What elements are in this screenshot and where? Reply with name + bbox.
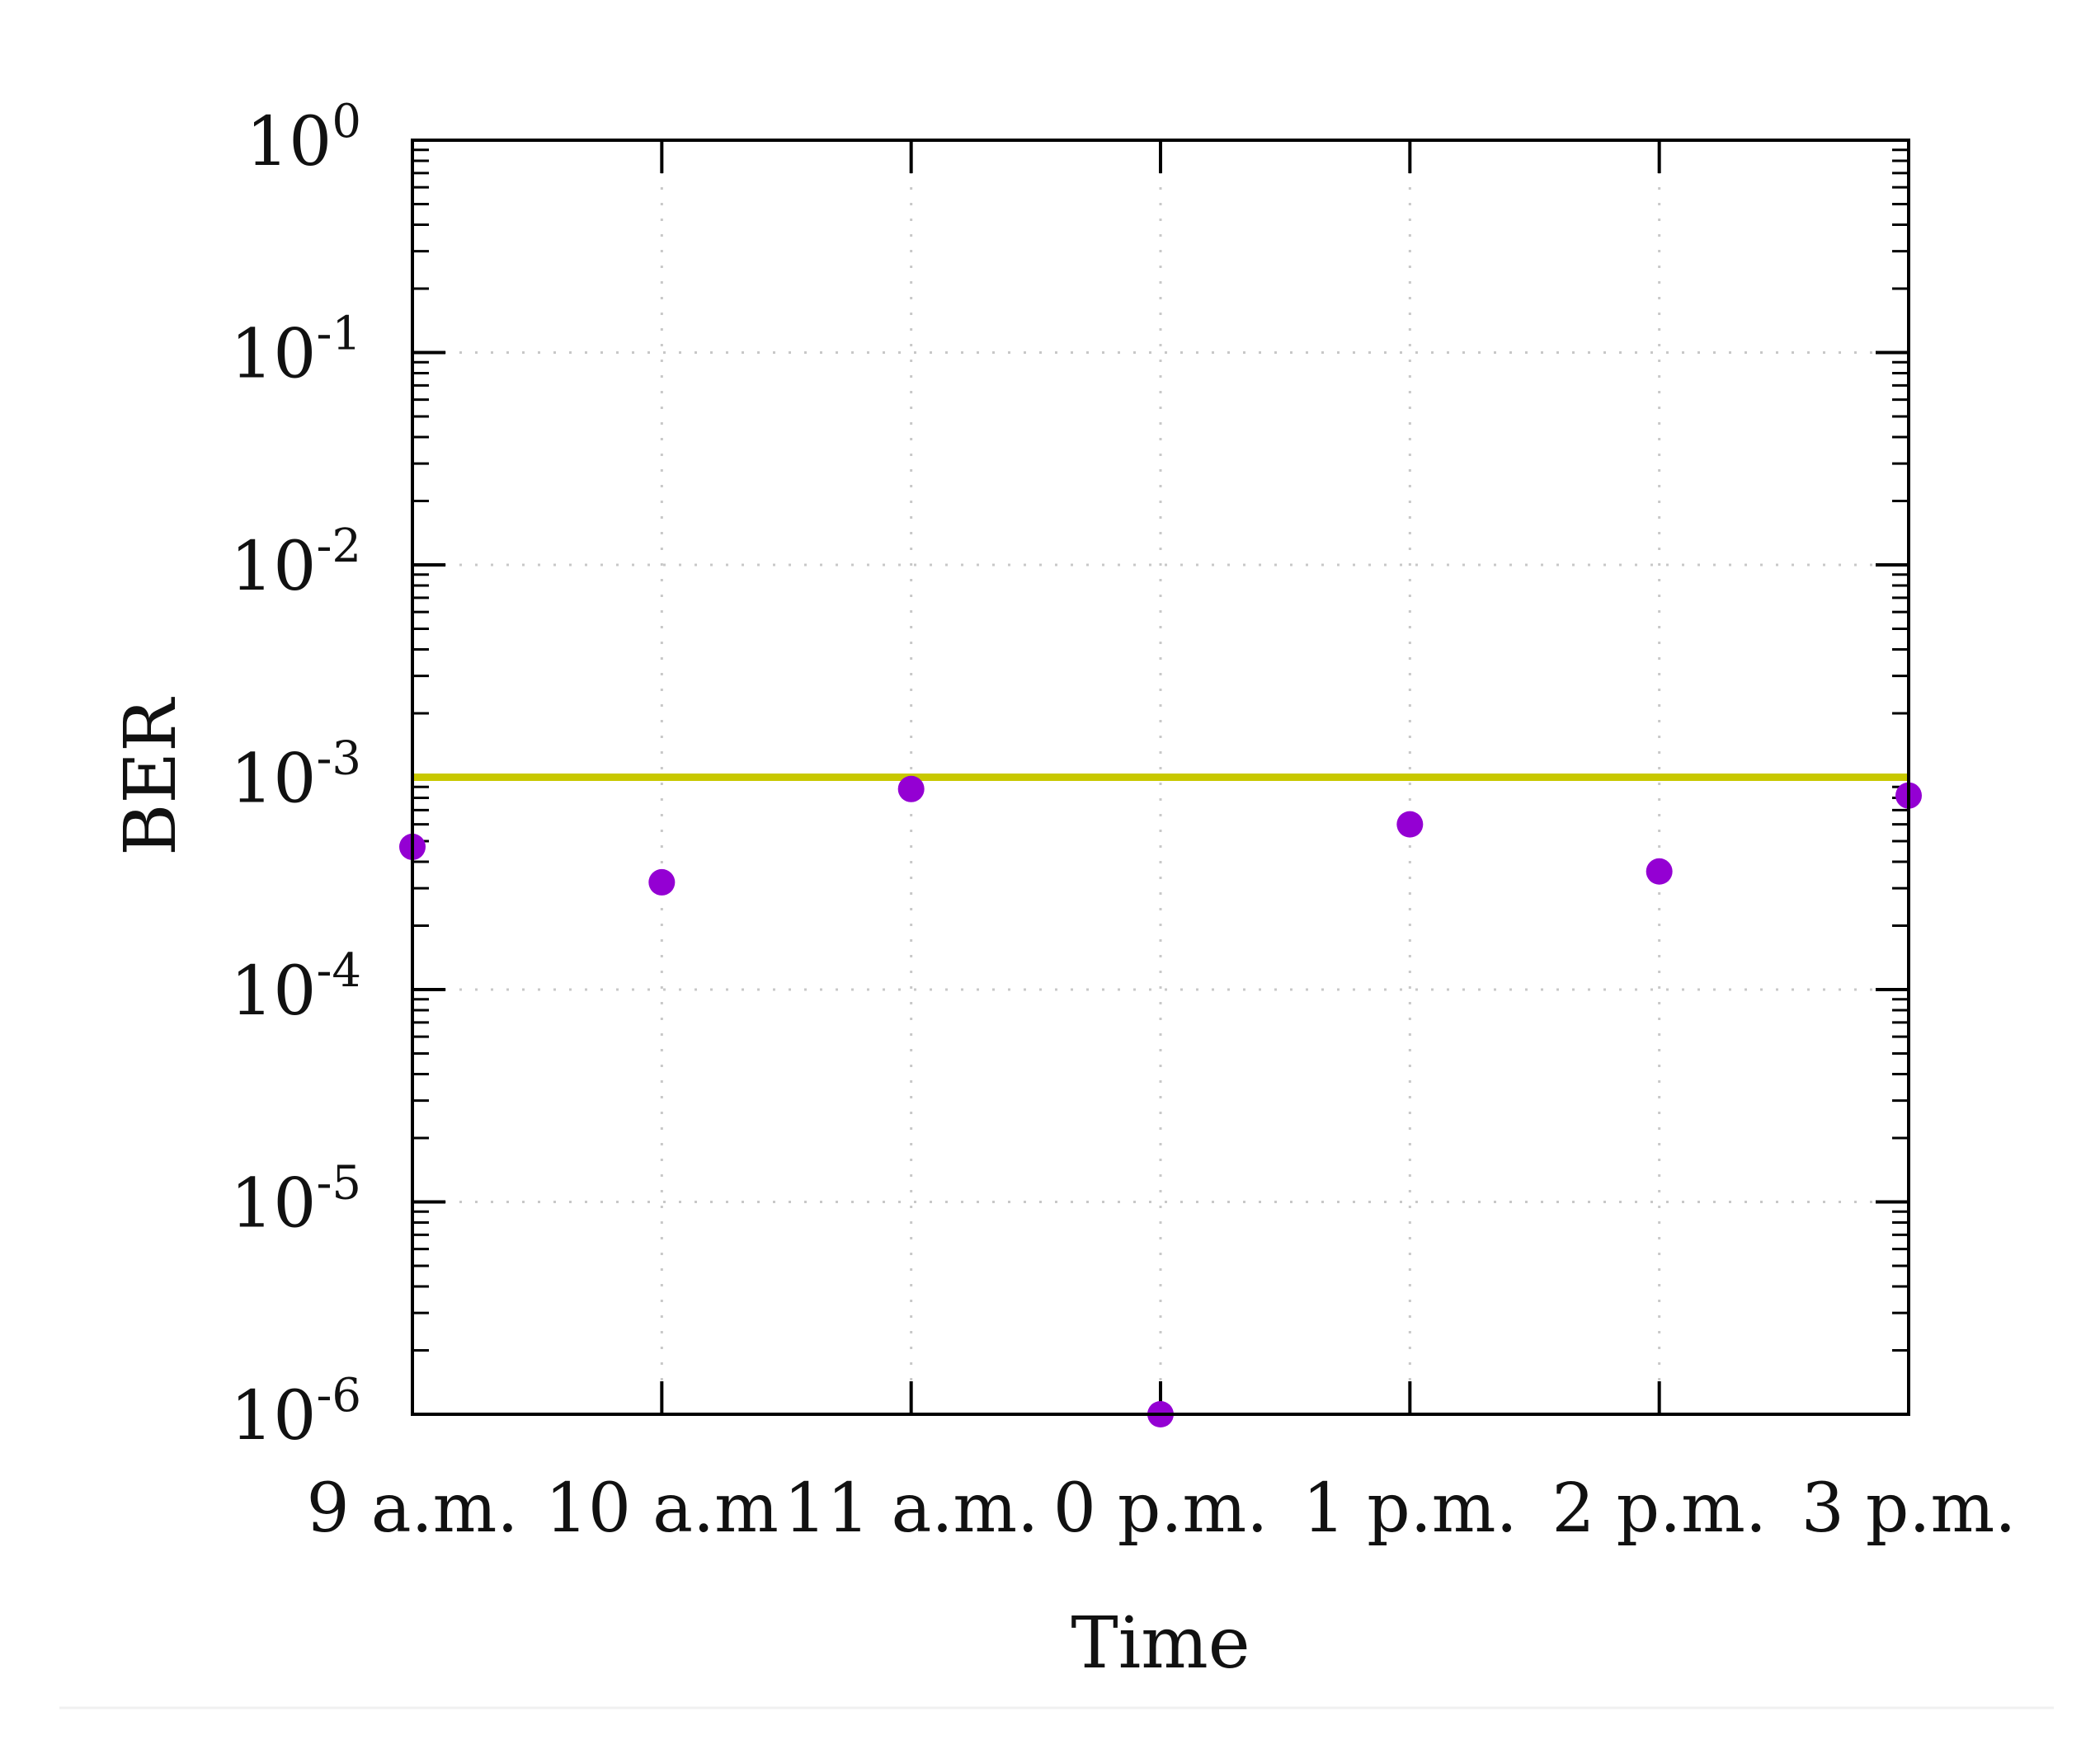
y-tick-label: 10-1 [230, 308, 361, 394]
y-tick-label: 10-2 [230, 520, 361, 606]
y-tick-label: 10-6 [230, 1369, 361, 1455]
data-point [897, 775, 925, 802]
x-tick-label: 3 p.m. [1801, 1470, 2017, 1548]
y-tick-label: 10-3 [230, 732, 361, 819]
x-tick-label: 2 p.m. [1551, 1470, 1767, 1548]
x-tick-label: 9 a.m. [306, 1470, 518, 1548]
data-point [1396, 811, 1424, 838]
y-tick-labels: 100 10-1 10-2 10-3 10-4 10-5 10-6 [230, 95, 361, 1455]
plot-frame [411, 139, 1910, 1416]
minor-ticks [412, 148, 1909, 1352]
x-tick-labels: 9 a.m. 10 a.m 11 a.m. 0 p.m. 1 p.m. 2 p.m. 3 p… [306, 1470, 2016, 1548]
x-tick-label: 1 p.m. [1302, 1470, 1518, 1548]
x-tick-label: 0 p.m. [1053, 1470, 1269, 1548]
y-tick-label: 100 [246, 95, 361, 181]
y-tick-label: 10-5 [230, 1157, 361, 1244]
data-points [399, 775, 1922, 1427]
x-tick-label: 11 a.m. [784, 1470, 1038, 1548]
x-tick-label: 10 a.m [545, 1470, 779, 1548]
data-point [1646, 858, 1673, 885]
x-axis-label: Time [1071, 1602, 1250, 1685]
y-tick-label: 10-4 [230, 944, 361, 1031]
data-point [648, 868, 676, 896]
y-axis-label: BER [110, 697, 192, 856]
